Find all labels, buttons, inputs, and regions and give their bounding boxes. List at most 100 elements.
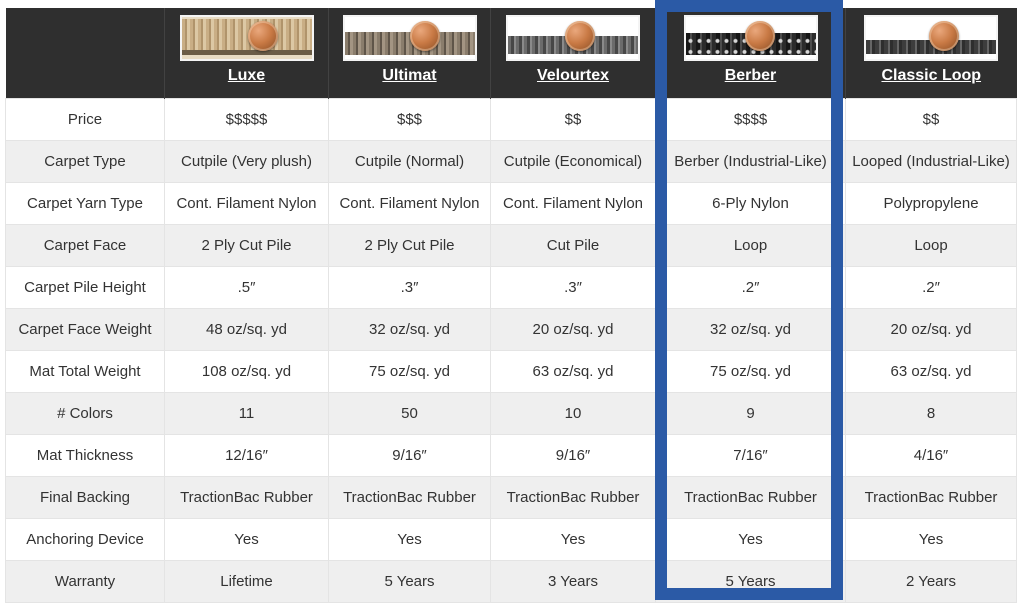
table-cell: Cont. Filament Nylon [328, 181, 491, 225]
table-cell: 63 oz/sq. yd [845, 349, 1017, 393]
table-row-anchoring-device: Anchoring Device Yes Yes Yes Yes Yes [5, 517, 1017, 561]
table-cell: .3″ [328, 265, 491, 309]
table-cell: 11 [164, 391, 329, 435]
table-cell: .5″ [164, 265, 329, 309]
table-cell: 10 [490, 391, 656, 435]
carpet-pile-texture [866, 40, 997, 54]
table-cell: TractionBac Rubber [655, 475, 846, 519]
table-cell: 6-Ply Nylon [655, 181, 846, 225]
table-cell: Yes [490, 517, 656, 561]
table-cell: 75 oz/sq. yd [328, 349, 491, 393]
table-cell: 32 oz/sq. yd [655, 307, 846, 351]
table-cell: 63 oz/sq. yd [490, 349, 656, 393]
row-label: # Colors [5, 391, 165, 435]
penny-scale-icon [744, 21, 775, 52]
berber-carpet-image[interactable] [683, 15, 818, 61]
row-label: Carpet Type [5, 139, 165, 183]
row-label: Warranty [5, 559, 165, 603]
table-cell: 50 [328, 391, 491, 435]
table-cell: 108 oz/sq. yd [164, 349, 329, 393]
row-label: Price [5, 97, 165, 141]
table-cell: 5 Years [328, 559, 491, 603]
table-row-carpet-yarn-type: Carpet Yarn Type Cont. Filament Nylon Co… [5, 181, 1017, 225]
comparison-table: Luxe Ultimat Velourtex [5, 8, 1017, 603]
table-cell: Cut Pile [490, 223, 656, 267]
table-row-carpet-face-weight: Carpet Face Weight 48 oz/sq. yd 32 oz/sq… [5, 307, 1017, 351]
row-label: Anchoring Device [5, 517, 165, 561]
table-cell: 48 oz/sq. yd [164, 307, 329, 351]
table-cell: Loop [845, 223, 1017, 267]
penny-scale-icon [248, 21, 279, 52]
row-label: Final Backing [5, 475, 165, 519]
table-cell: Polypropylene [845, 181, 1017, 225]
penny-scale-icon [929, 21, 960, 52]
column-title-ultimat[interactable]: Ultimat [382, 67, 437, 84]
carpet-pile-texture [344, 32, 475, 55]
row-label: Carpet Face Weight [5, 307, 165, 351]
column-title-luxe[interactable]: Luxe [227, 67, 266, 84]
column-header-berber: Berber [655, 8, 846, 98]
row-label: Carpet Face [5, 223, 165, 267]
row-label: Carpet Yarn Type [5, 181, 165, 225]
table-cell: 2 Ply Cut Pile [164, 223, 329, 267]
column-title-berber[interactable]: Berber [724, 67, 777, 84]
table-cell: $$ [845, 97, 1017, 141]
table-cell: .2″ [655, 265, 846, 309]
table-row-mat-total-weight: Mat Total Weight 108 oz/sq. yd 75 oz/sq.… [5, 349, 1017, 393]
table-cell: Cont. Filament Nylon [490, 181, 656, 225]
row-label: Mat Thickness [5, 433, 165, 477]
column-header-classic-loop: Classic Loop [845, 8, 1017, 98]
table-cell: 75 oz/sq. yd [655, 349, 846, 393]
table-cell: Yes [164, 517, 329, 561]
table-cell: Looped (Industrial-Like) [845, 139, 1017, 183]
table-cell: 9/16″ [490, 433, 656, 477]
table-cell: 20 oz/sq. yd [845, 307, 1017, 351]
velourtex-carpet-image[interactable] [506, 15, 640, 61]
penny-scale-icon [564, 21, 595, 52]
carpet-backing [181, 50, 312, 55]
table-cell: .3″ [490, 265, 656, 309]
table-cell: TractionBac Rubber [164, 475, 329, 519]
table-cell: Yes [655, 517, 846, 561]
table-corner-cell [5, 8, 165, 98]
table-cell: $$ [490, 97, 656, 141]
table-cell: 12/16″ [164, 433, 329, 477]
column-header-velourtex: Velourtex [490, 8, 656, 98]
table-cell: TractionBac Rubber [845, 475, 1017, 519]
header-row: Luxe Ultimat Velourtex [5, 8, 1017, 98]
table-row-price: Price $$$$$ $$$ $$ $$$$ $$ [5, 97, 1017, 141]
table-cell: Berber (Industrial-Like) [655, 139, 846, 183]
table-cell: 2 Years [845, 559, 1017, 603]
table-cell: Cutpile (Economical) [490, 139, 656, 183]
column-header-ultimat: Ultimat [328, 8, 491, 98]
table-row-num-colors: # Colors 11 50 10 9 8 [5, 391, 1017, 435]
row-label: Mat Total Weight [5, 349, 165, 393]
table-cell: $$$$ [655, 97, 846, 141]
table-cell: 9 [655, 391, 846, 435]
classic-loop-carpet-image[interactable] [864, 15, 999, 61]
table-cell: 3 Years [490, 559, 656, 603]
table-cell: Loop [655, 223, 846, 267]
table-row-mat-thickness: Mat Thickness 12/16″ 9/16″ 9/16″ 7/16″ 4… [5, 433, 1017, 477]
table-row-carpet-face: Carpet Face 2 Ply Cut Pile 2 Ply Cut Pil… [5, 223, 1017, 267]
table-cell: Cont. Filament Nylon [164, 181, 329, 225]
column-title-velourtex[interactable]: Velourtex [536, 67, 610, 84]
table-row-carpet-pile-height: Carpet Pile Height .5″ .3″ .3″ .2″ .2″ [5, 265, 1017, 309]
table-cell: Cutpile (Very plush) [164, 139, 329, 183]
table-cell: 32 oz/sq. yd [328, 307, 491, 351]
table-cell: 20 oz/sq. yd [490, 307, 656, 351]
penny-scale-icon [410, 21, 441, 52]
ultimat-carpet-image[interactable] [342, 15, 477, 61]
table-cell: $$$ [328, 97, 491, 141]
table-cell: 4/16″ [845, 433, 1017, 477]
row-label: Carpet Pile Height [5, 265, 165, 309]
luxe-carpet-image[interactable] [179, 15, 314, 61]
table-cell: 5 Years [655, 559, 846, 603]
table-cell: 8 [845, 391, 1017, 435]
table-row-final-backing: Final Backing TractionBac Rubber Tractio… [5, 475, 1017, 519]
table-row-warranty: Warranty Lifetime 5 Years 3 Years 5 Year… [5, 559, 1017, 603]
column-title-classic-loop[interactable]: Classic Loop [881, 67, 982, 84]
table-cell: Lifetime [164, 559, 329, 603]
table-cell: .2″ [845, 265, 1017, 309]
